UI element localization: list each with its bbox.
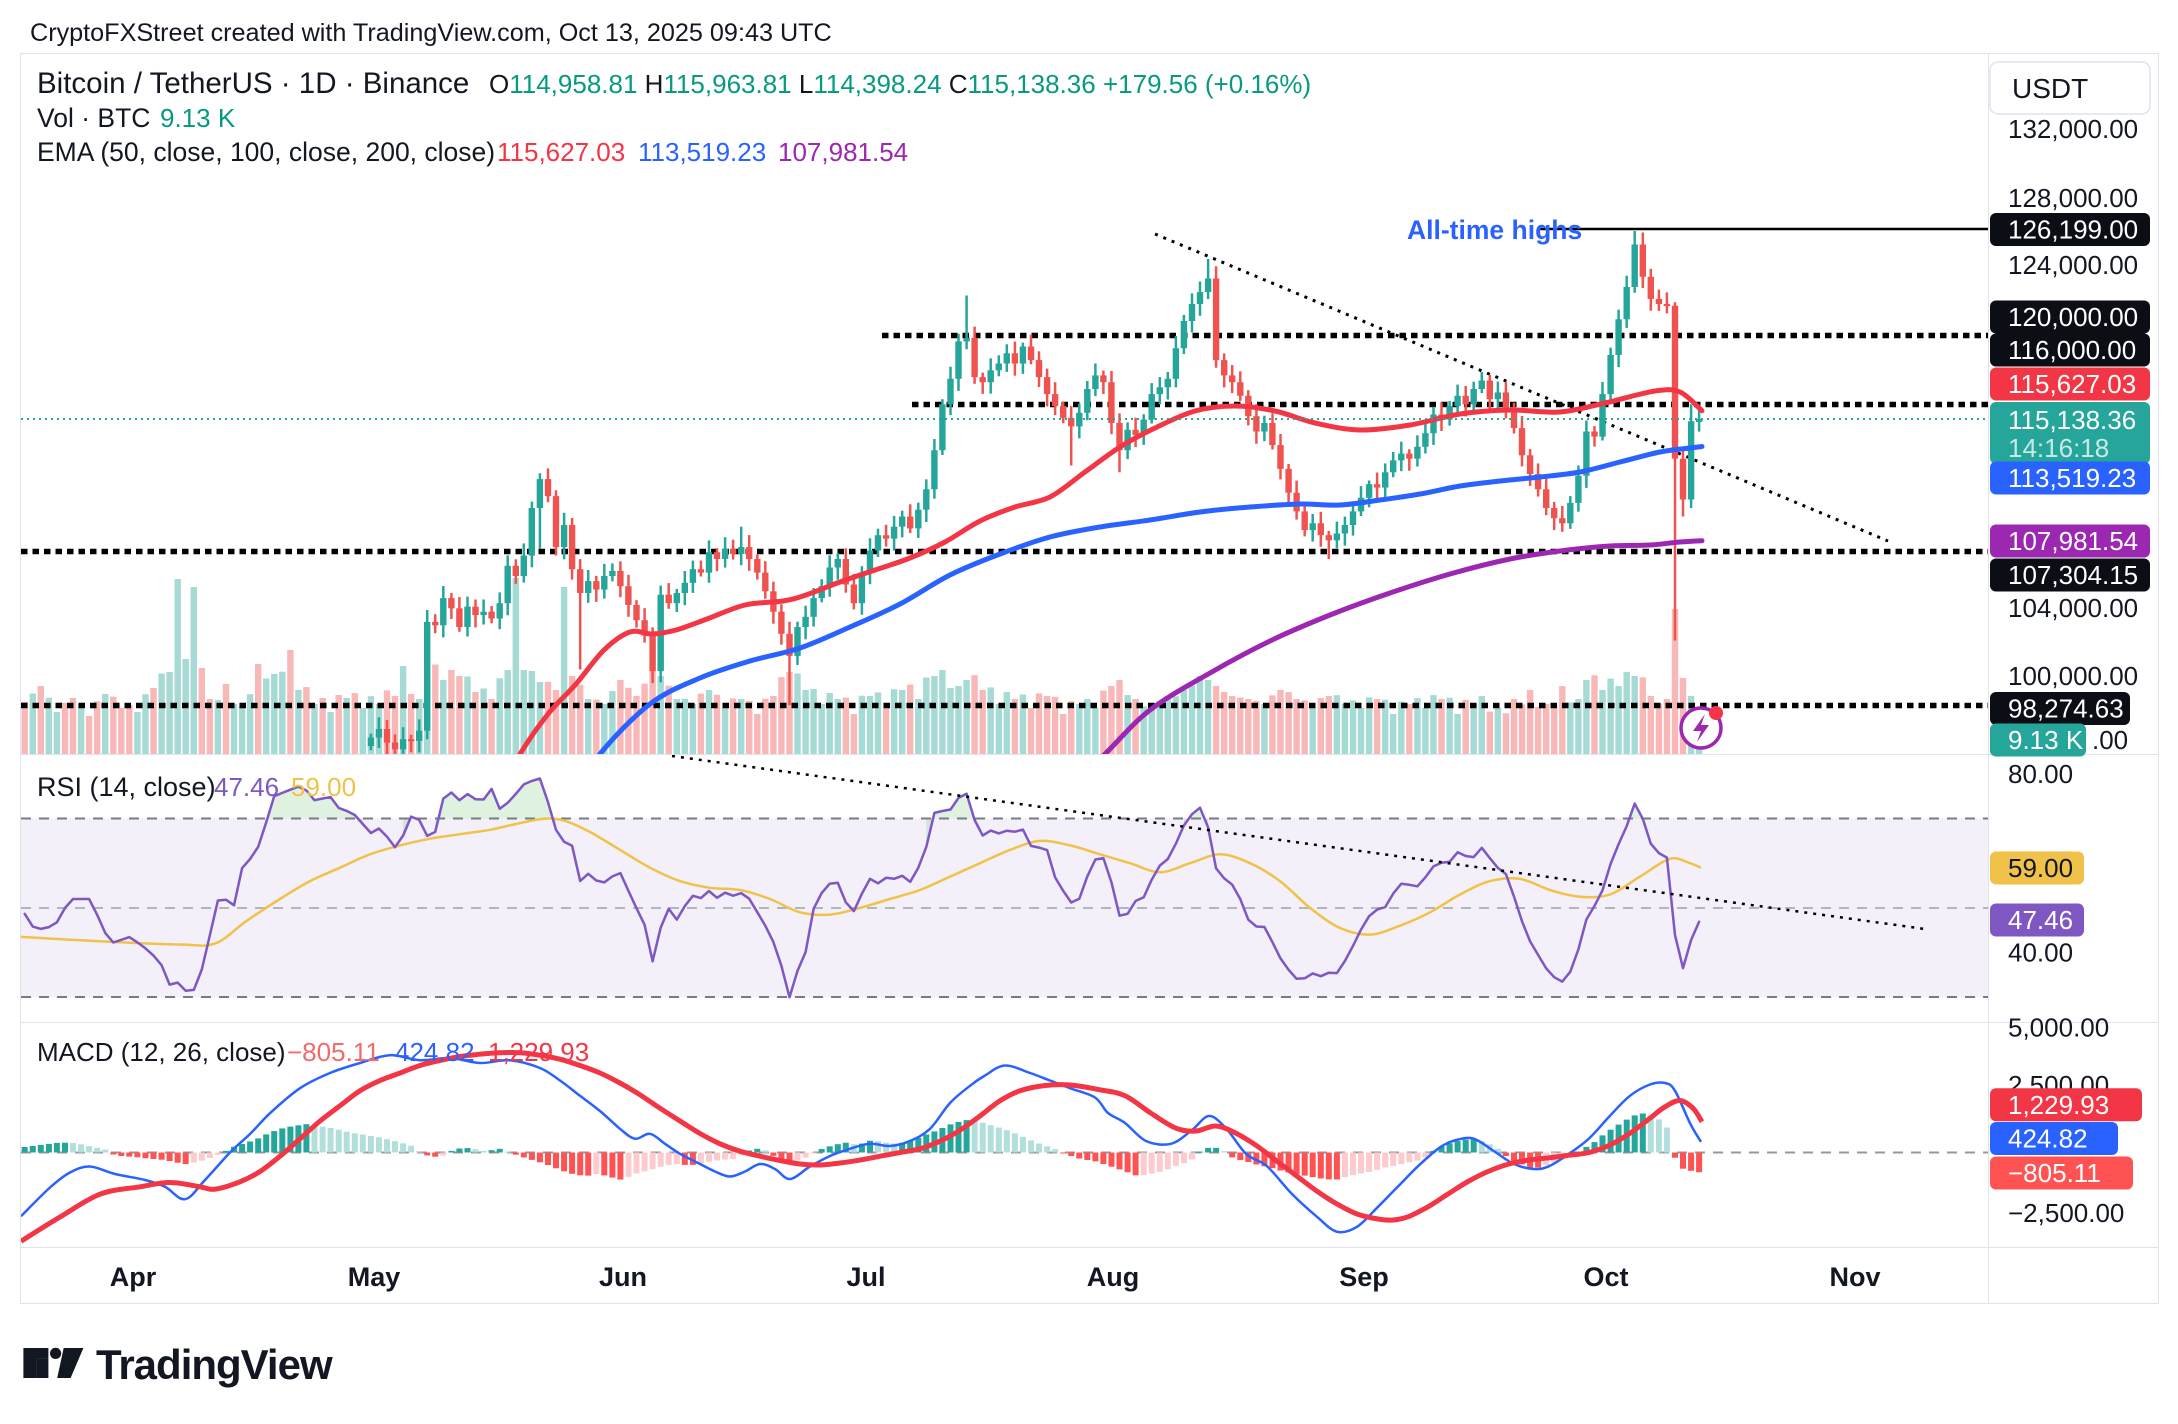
svg-text:116,000.00: 116,000.00: [2008, 335, 2136, 365]
svg-text:Vol · BTC: Vol · BTC: [37, 103, 150, 133]
svg-text:Jun: Jun: [599, 1262, 647, 1292]
svg-text:115,627.03: 115,627.03: [497, 137, 625, 167]
svg-text:124,000.00: 124,000.00: [2008, 250, 2138, 280]
svg-text:CryptoFXStreet created with Tr: CryptoFXStreet created with TradingView.…: [30, 19, 832, 47]
svg-text:47.46: 47.46: [2008, 905, 2073, 935]
svg-text:EMA (50, close, 100, close, 20: EMA (50, close, 100, close, 200, close): [37, 137, 495, 167]
svg-text:120,000.00: 120,000.00: [2008, 302, 2138, 332]
svg-text:TradingView: TradingView: [96, 1341, 333, 1388]
svg-text:.00: .00: [2092, 725, 2128, 755]
svg-text:100,000.00: 100,000.00: [2008, 661, 2138, 691]
svg-text:Sep: Sep: [1339, 1262, 1389, 1292]
svg-text:−2,500.00: −2,500.00: [2008, 1198, 2124, 1228]
svg-text:O114,958.81 H115,963.81 L114,3: O114,958.81 H115,963.81 L114,398.24 C115…: [489, 69, 1311, 99]
svg-text:107,981.54: 107,981.54: [2008, 526, 2138, 556]
svg-text:9.13 K: 9.13 K: [2008, 725, 2084, 755]
svg-text:113,519.23: 113,519.23: [2008, 463, 2136, 493]
svg-text:107,304.15: 107,304.15: [2008, 560, 2138, 590]
svg-text:98,274.63: 98,274.63: [2008, 694, 2124, 724]
svg-text:USDT: USDT: [2012, 73, 2088, 104]
svg-text:47.46: 47.46: [214, 772, 279, 802]
svg-text:Nov: Nov: [1829, 1262, 1880, 1292]
svg-text:104,000.00: 104,000.00: [2008, 593, 2138, 623]
svg-text:9.13 K: 9.13 K: [160, 103, 236, 133]
svg-text:Oct: Oct: [1583, 1262, 1628, 1292]
svg-text:80.00: 80.00: [2008, 759, 2073, 789]
svg-text:1,229.93: 1,229.93: [488, 1037, 589, 1067]
svg-text:107,981.54: 107,981.54: [778, 137, 908, 167]
svg-text:115,627.03: 115,627.03: [2008, 369, 2136, 399]
svg-text:40.00: 40.00: [2008, 938, 2073, 968]
svg-text:126,199.00: 126,199.00: [2008, 215, 2138, 245]
svg-text:128,000.00: 128,000.00: [2008, 183, 2138, 213]
svg-text:MACD (12, 26, close): MACD (12, 26, close): [37, 1037, 286, 1067]
svg-text:14:16:18: 14:16:18: [2008, 433, 2109, 463]
svg-text:Apr: Apr: [110, 1262, 157, 1292]
svg-text:424.82: 424.82: [2008, 1124, 2088, 1154]
svg-text:59.00: 59.00: [2008, 853, 2073, 883]
svg-text:−805.11: −805.11: [287, 1037, 380, 1067]
svg-text:Jul: Jul: [846, 1262, 885, 1292]
svg-text:−805.11: −805.11: [2008, 1158, 2101, 1188]
svg-text:Aug: Aug: [1087, 1262, 1139, 1292]
svg-text:All-time highs: All-time highs: [1407, 215, 1582, 245]
svg-text:132,000.00: 132,000.00: [2008, 114, 2138, 144]
svg-text:May: May: [348, 1262, 401, 1292]
svg-text:5,000.00: 5,000.00: [2008, 1013, 2109, 1043]
svg-text:59.00: 59.00: [291, 772, 356, 802]
svg-text:Bitcoin / TetherUS · 1D · Bina: Bitcoin / TetherUS · 1D · Binance: [37, 67, 469, 100]
svg-text:113,519.23: 113,519.23: [638, 137, 766, 167]
svg-text:424.82: 424.82: [395, 1037, 475, 1067]
svg-text:115,138.36: 115,138.36: [2008, 405, 2136, 435]
svg-text:1,229.93: 1,229.93: [2008, 1090, 2109, 1120]
svg-text:RSI (14, close): RSI (14, close): [37, 772, 216, 802]
